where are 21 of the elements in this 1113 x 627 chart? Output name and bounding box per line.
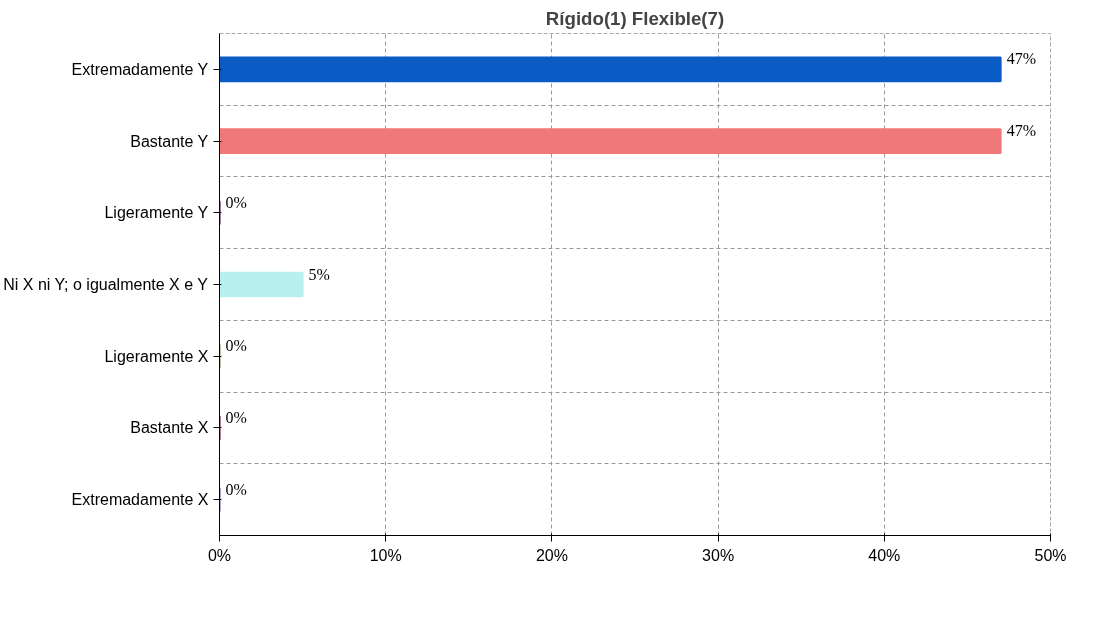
x-tick-label: 40%	[868, 546, 901, 564]
data-label: 0%	[225, 337, 247, 355]
x-tick-label: 50%	[1034, 546, 1067, 564]
data-label: 5%	[308, 265, 330, 283]
y-tick-label: Ni X ni Y; o igualmente X e Y	[3, 276, 209, 293]
y-tick-label: Bastante X	[130, 419, 209, 437]
data-label: 47%	[1006, 122, 1036, 140]
y-tick-label: Ligeramente X	[104, 347, 209, 365]
data-label: 0%	[225, 480, 247, 498]
y-tick-label: Ligeramente Y	[104, 204, 209, 222]
data-label: 47%	[1006, 50, 1036, 68]
x-tick-label: 0%	[207, 546, 232, 564]
x-tick-label: 30%	[702, 546, 735, 564]
x-tick-label: 10%	[369, 546, 402, 564]
data-label: 0%	[225, 193, 247, 211]
data-label: 0%	[225, 408, 247, 426]
x-tick-label: 20%	[535, 546, 568, 564]
y-tick-label: Extremadamente Y	[71, 60, 209, 78]
y-tick-label: Extremadamente X	[71, 491, 209, 509]
chart-title: Rígido(1) Flexible(7)	[545, 7, 725, 29]
y-tick-label: Bastante Y	[130, 132, 209, 150]
